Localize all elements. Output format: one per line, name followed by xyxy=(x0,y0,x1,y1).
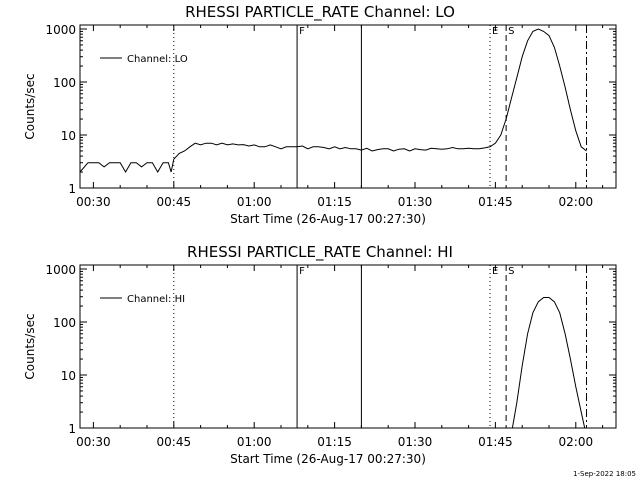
footer-timestamp: 1-Sep-2022 18:05 xyxy=(573,470,636,478)
plot-frame-lo xyxy=(79,24,617,189)
y-tick-label-lo: 1000 xyxy=(45,23,76,37)
y-tick-label-hi: 1000 xyxy=(45,263,76,277)
x-tick-label-hi: 01:15 xyxy=(317,435,352,449)
x-tick-label-hi: 01:45 xyxy=(478,435,513,449)
y-tick-label-hi: 100 xyxy=(53,316,76,330)
event-flag-S-lo: S xyxy=(508,26,514,37)
series-line-hi xyxy=(511,297,586,429)
x-tick-label-hi: 00:30 xyxy=(76,435,111,449)
legend-hi: Channel: HI xyxy=(100,294,185,305)
legend-label-lo: Channel: LO xyxy=(127,54,188,65)
x-tick-label-hi: 01:30 xyxy=(398,435,433,449)
y-tick-label-hi: 1 xyxy=(68,422,76,436)
series-line-lo xyxy=(79,28,587,174)
x-axis-label-lo: Start Time (26-Aug-17 00:27:30) xyxy=(230,212,426,226)
y-tick-label-lo: 1 xyxy=(68,182,76,196)
event-flag-E-hi: E xyxy=(492,266,498,277)
chart-title-hi: RHESSI PARTICLE_RATE Channel: HI xyxy=(187,243,453,262)
x-tick-label-hi: 01:00 xyxy=(237,435,272,449)
y-tick-label-lo: 100 xyxy=(53,76,76,90)
y-tick-label-lo: 10 xyxy=(61,129,76,143)
event-flag-E-lo: E xyxy=(492,26,498,37)
x-tick-label-lo: 01:45 xyxy=(478,195,513,209)
x-axis-ticks-lo: 00:30 00:45 01:00 01:15 01:30 01:45 02:00 xyxy=(76,25,604,209)
x-axis-ticks-hi: 00:30 00:45 01:00 01:15 01:30 01:45 02:00 xyxy=(76,265,604,449)
x-tick-label-lo: 01:30 xyxy=(398,195,433,209)
x-tick-label-hi: 02:00 xyxy=(559,435,594,449)
legend-lo: Channel: LO xyxy=(100,54,188,65)
x-axis-label-hi: Start Time (26-Aug-17 00:27:30) xyxy=(230,452,426,466)
event-flag-F-hi: F xyxy=(299,266,305,277)
x-tick-label-lo: 00:30 xyxy=(76,195,111,209)
legend-label-hi: Channel: HI xyxy=(127,294,185,305)
x-tick-label-lo: 01:15 xyxy=(317,195,352,209)
y-tick-label-hi: 10 xyxy=(61,369,76,383)
plot-frame-hi xyxy=(79,264,617,429)
series-lo xyxy=(79,28,587,174)
y-axis-label-lo: Counts/sec xyxy=(23,73,37,139)
y-axis-ticks-lo: 1 10 100 1000 xyxy=(45,23,616,196)
x-tick-label-lo: 02:00 xyxy=(559,195,594,209)
event-flag-S-hi: S xyxy=(508,266,514,277)
chart-title-lo: RHESSI PARTICLE_RATE Channel: LO xyxy=(185,3,455,22)
y-axis-ticks-hi: 1 10 100 1000 xyxy=(45,263,616,436)
x-tick-label-hi: 00:45 xyxy=(157,435,192,449)
x-tick-label-lo: 01:00 xyxy=(237,195,272,209)
series-hi xyxy=(511,297,586,429)
y-axis-label-hi: Counts/sec xyxy=(23,313,37,379)
x-tick-label-lo: 00:45 xyxy=(157,195,192,209)
event-flag-F-lo: F xyxy=(299,26,305,37)
